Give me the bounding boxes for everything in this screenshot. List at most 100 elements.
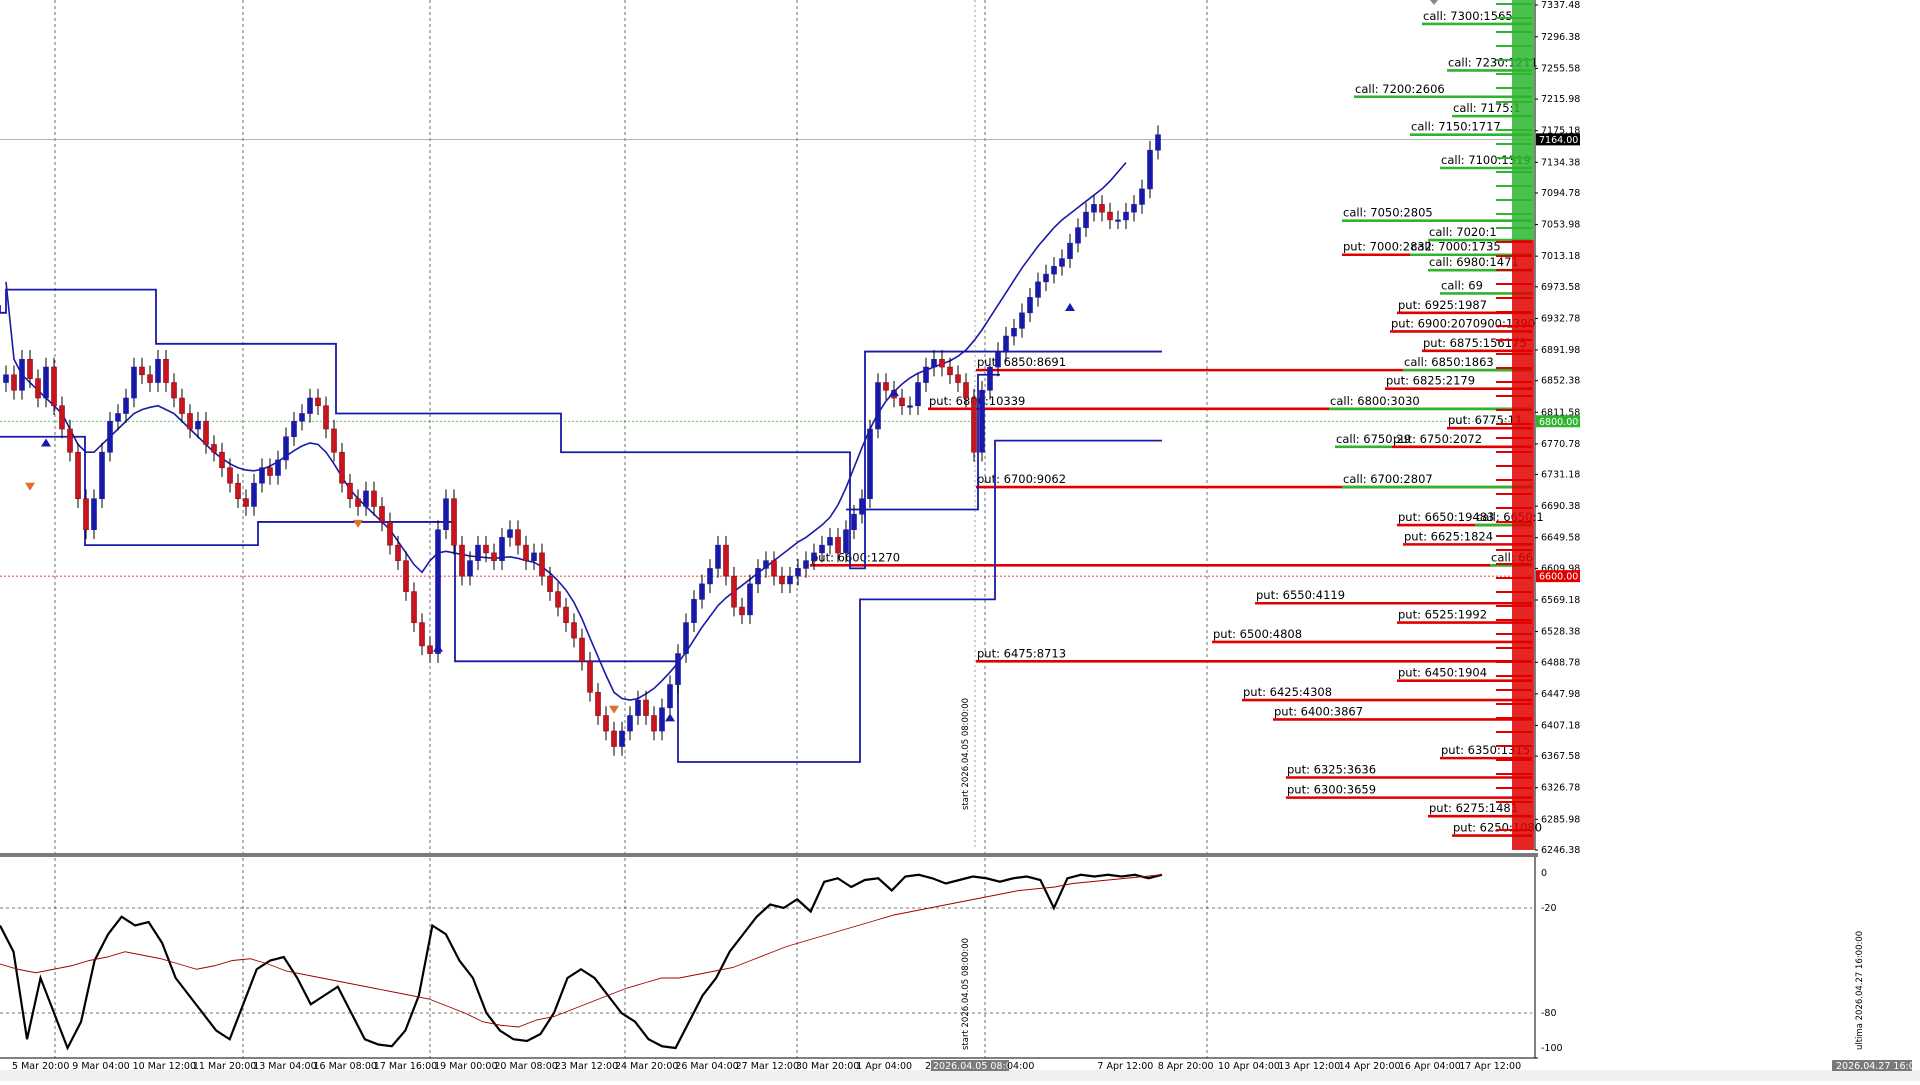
candle-body[interactable] bbox=[587, 661, 593, 693]
candle-body[interactable] bbox=[371, 490, 377, 507]
candle-body[interactable] bbox=[1083, 211, 1089, 228]
candle-body[interactable] bbox=[691, 599, 697, 623]
candle-body[interactable] bbox=[1035, 281, 1041, 298]
candle-body[interactable] bbox=[667, 684, 673, 709]
candle-body[interactable] bbox=[275, 459, 281, 476]
candle-body[interactable] bbox=[1019, 312, 1025, 329]
candle-body[interactable] bbox=[155, 358, 161, 383]
candle-body[interactable] bbox=[859, 498, 865, 515]
candle-body[interactable] bbox=[819, 544, 825, 554]
candle-body[interactable] bbox=[795, 568, 801, 577]
candle-body[interactable] bbox=[907, 405, 913, 408]
candle-body[interactable] bbox=[763, 560, 769, 569]
candle-body[interactable] bbox=[507, 529, 513, 538]
candle-body[interactable] bbox=[627, 715, 633, 732]
candle-body[interactable] bbox=[875, 382, 881, 430]
candle-body[interactable] bbox=[395, 544, 401, 561]
candle-body[interactable] bbox=[3, 374, 9, 383]
candle-body[interactable] bbox=[35, 378, 41, 399]
candle-body[interactable] bbox=[747, 583, 753, 616]
candle-body[interactable] bbox=[571, 622, 577, 639]
candle-body[interactable] bbox=[91, 498, 97, 530]
candle-body[interactable] bbox=[363, 490, 369, 507]
candle-body[interactable] bbox=[683, 622, 689, 654]
candle-body[interactable] bbox=[651, 715, 657, 732]
candle-body[interactable] bbox=[43, 366, 49, 399]
candle-body[interactable] bbox=[171, 382, 177, 399]
candle-body[interactable] bbox=[867, 428, 873, 499]
candle-body[interactable] bbox=[99, 451, 105, 499]
candle-body[interactable] bbox=[115, 413, 121, 422]
candle-body[interactable] bbox=[1099, 204, 1105, 213]
candle-body[interactable] bbox=[547, 575, 553, 592]
candle-body[interactable] bbox=[603, 715, 609, 732]
scroll-indicator-icon[interactable] bbox=[1430, 0, 1438, 5]
candle-body[interactable] bbox=[707, 568, 713, 585]
candle-body[interactable] bbox=[107, 420, 113, 453]
candle-body[interactable] bbox=[987, 366, 993, 391]
candle-body[interactable] bbox=[827, 537, 833, 546]
candle-body[interactable] bbox=[491, 552, 497, 561]
candle-body[interactable] bbox=[515, 529, 521, 546]
candle-body[interactable] bbox=[339, 451, 345, 484]
candle-body[interactable] bbox=[787, 575, 793, 585]
candle-body[interactable] bbox=[995, 351, 1001, 368]
candle-body[interactable] bbox=[675, 653, 681, 685]
candle-body[interactable] bbox=[243, 498, 249, 507]
candle-body[interactable] bbox=[1139, 188, 1145, 205]
candle-body[interactable] bbox=[523, 544, 529, 561]
candle-body[interactable] bbox=[643, 699, 649, 716]
candle-body[interactable] bbox=[731, 575, 737, 608]
candle-body[interactable] bbox=[331, 428, 337, 453]
candle-body[interactable] bbox=[1051, 266, 1057, 275]
candle-body[interactable] bbox=[139, 366, 145, 376]
candle-body[interactable] bbox=[923, 366, 929, 383]
candle-body[interactable] bbox=[1155, 134, 1161, 151]
candle-body[interactable] bbox=[899, 397, 905, 407]
candle-body[interactable] bbox=[739, 606, 745, 616]
candle-body[interactable] bbox=[851, 513, 857, 530]
candle-body[interactable] bbox=[1043, 273, 1049, 283]
candle-body[interactable] bbox=[915, 382, 921, 407]
candle-body[interactable] bbox=[723, 544, 729, 577]
candle-body[interactable] bbox=[251, 482, 257, 507]
candle-body[interactable] bbox=[307, 397, 313, 414]
candle-body[interactable] bbox=[931, 358, 937, 368]
candle-body[interactable] bbox=[267, 467, 273, 476]
candle-body[interactable] bbox=[939, 358, 945, 368]
candle-body[interactable] bbox=[467, 560, 473, 577]
candle-body[interactable] bbox=[435, 529, 441, 654]
candle-body[interactable] bbox=[403, 560, 409, 592]
candle-body[interactable] bbox=[283, 436, 289, 461]
candle-body[interactable] bbox=[411, 591, 417, 623]
candle-body[interactable] bbox=[659, 707, 665, 732]
candle-body[interactable] bbox=[315, 397, 321, 407]
candle-body[interactable] bbox=[963, 382, 969, 399]
candle-body[interactable] bbox=[211, 444, 217, 453]
candle-body[interactable] bbox=[195, 420, 201, 430]
candle-body[interactable] bbox=[1115, 219, 1121, 222]
candle-body[interactable] bbox=[555, 591, 561, 608]
candle-body[interactable] bbox=[419, 622, 425, 647]
candle-body[interactable] bbox=[1067, 242, 1073, 259]
candle-body[interactable] bbox=[259, 467, 265, 484]
candle-body[interactable] bbox=[971, 397, 977, 453]
candle-body[interactable] bbox=[459, 544, 465, 577]
candle-body[interactable] bbox=[75, 451, 81, 499]
candle-body[interactable] bbox=[27, 358, 33, 379]
candle-body[interactable] bbox=[163, 358, 169, 383]
candle-body[interactable] bbox=[979, 389, 985, 453]
candle-body[interactable] bbox=[755, 568, 761, 585]
candle-body[interactable] bbox=[179, 397, 185, 414]
candle-body[interactable] bbox=[67, 428, 73, 453]
candle-body[interactable] bbox=[83, 498, 89, 530]
candle-body[interactable] bbox=[1011, 328, 1017, 337]
candle-body[interactable] bbox=[771, 560, 777, 577]
candle-body[interactable] bbox=[443, 498, 449, 530]
candle-body[interactable] bbox=[147, 374, 153, 383]
candle-body[interactable] bbox=[1123, 211, 1129, 221]
candle-body[interactable] bbox=[123, 397, 129, 414]
candle-body[interactable] bbox=[427, 645, 433, 654]
